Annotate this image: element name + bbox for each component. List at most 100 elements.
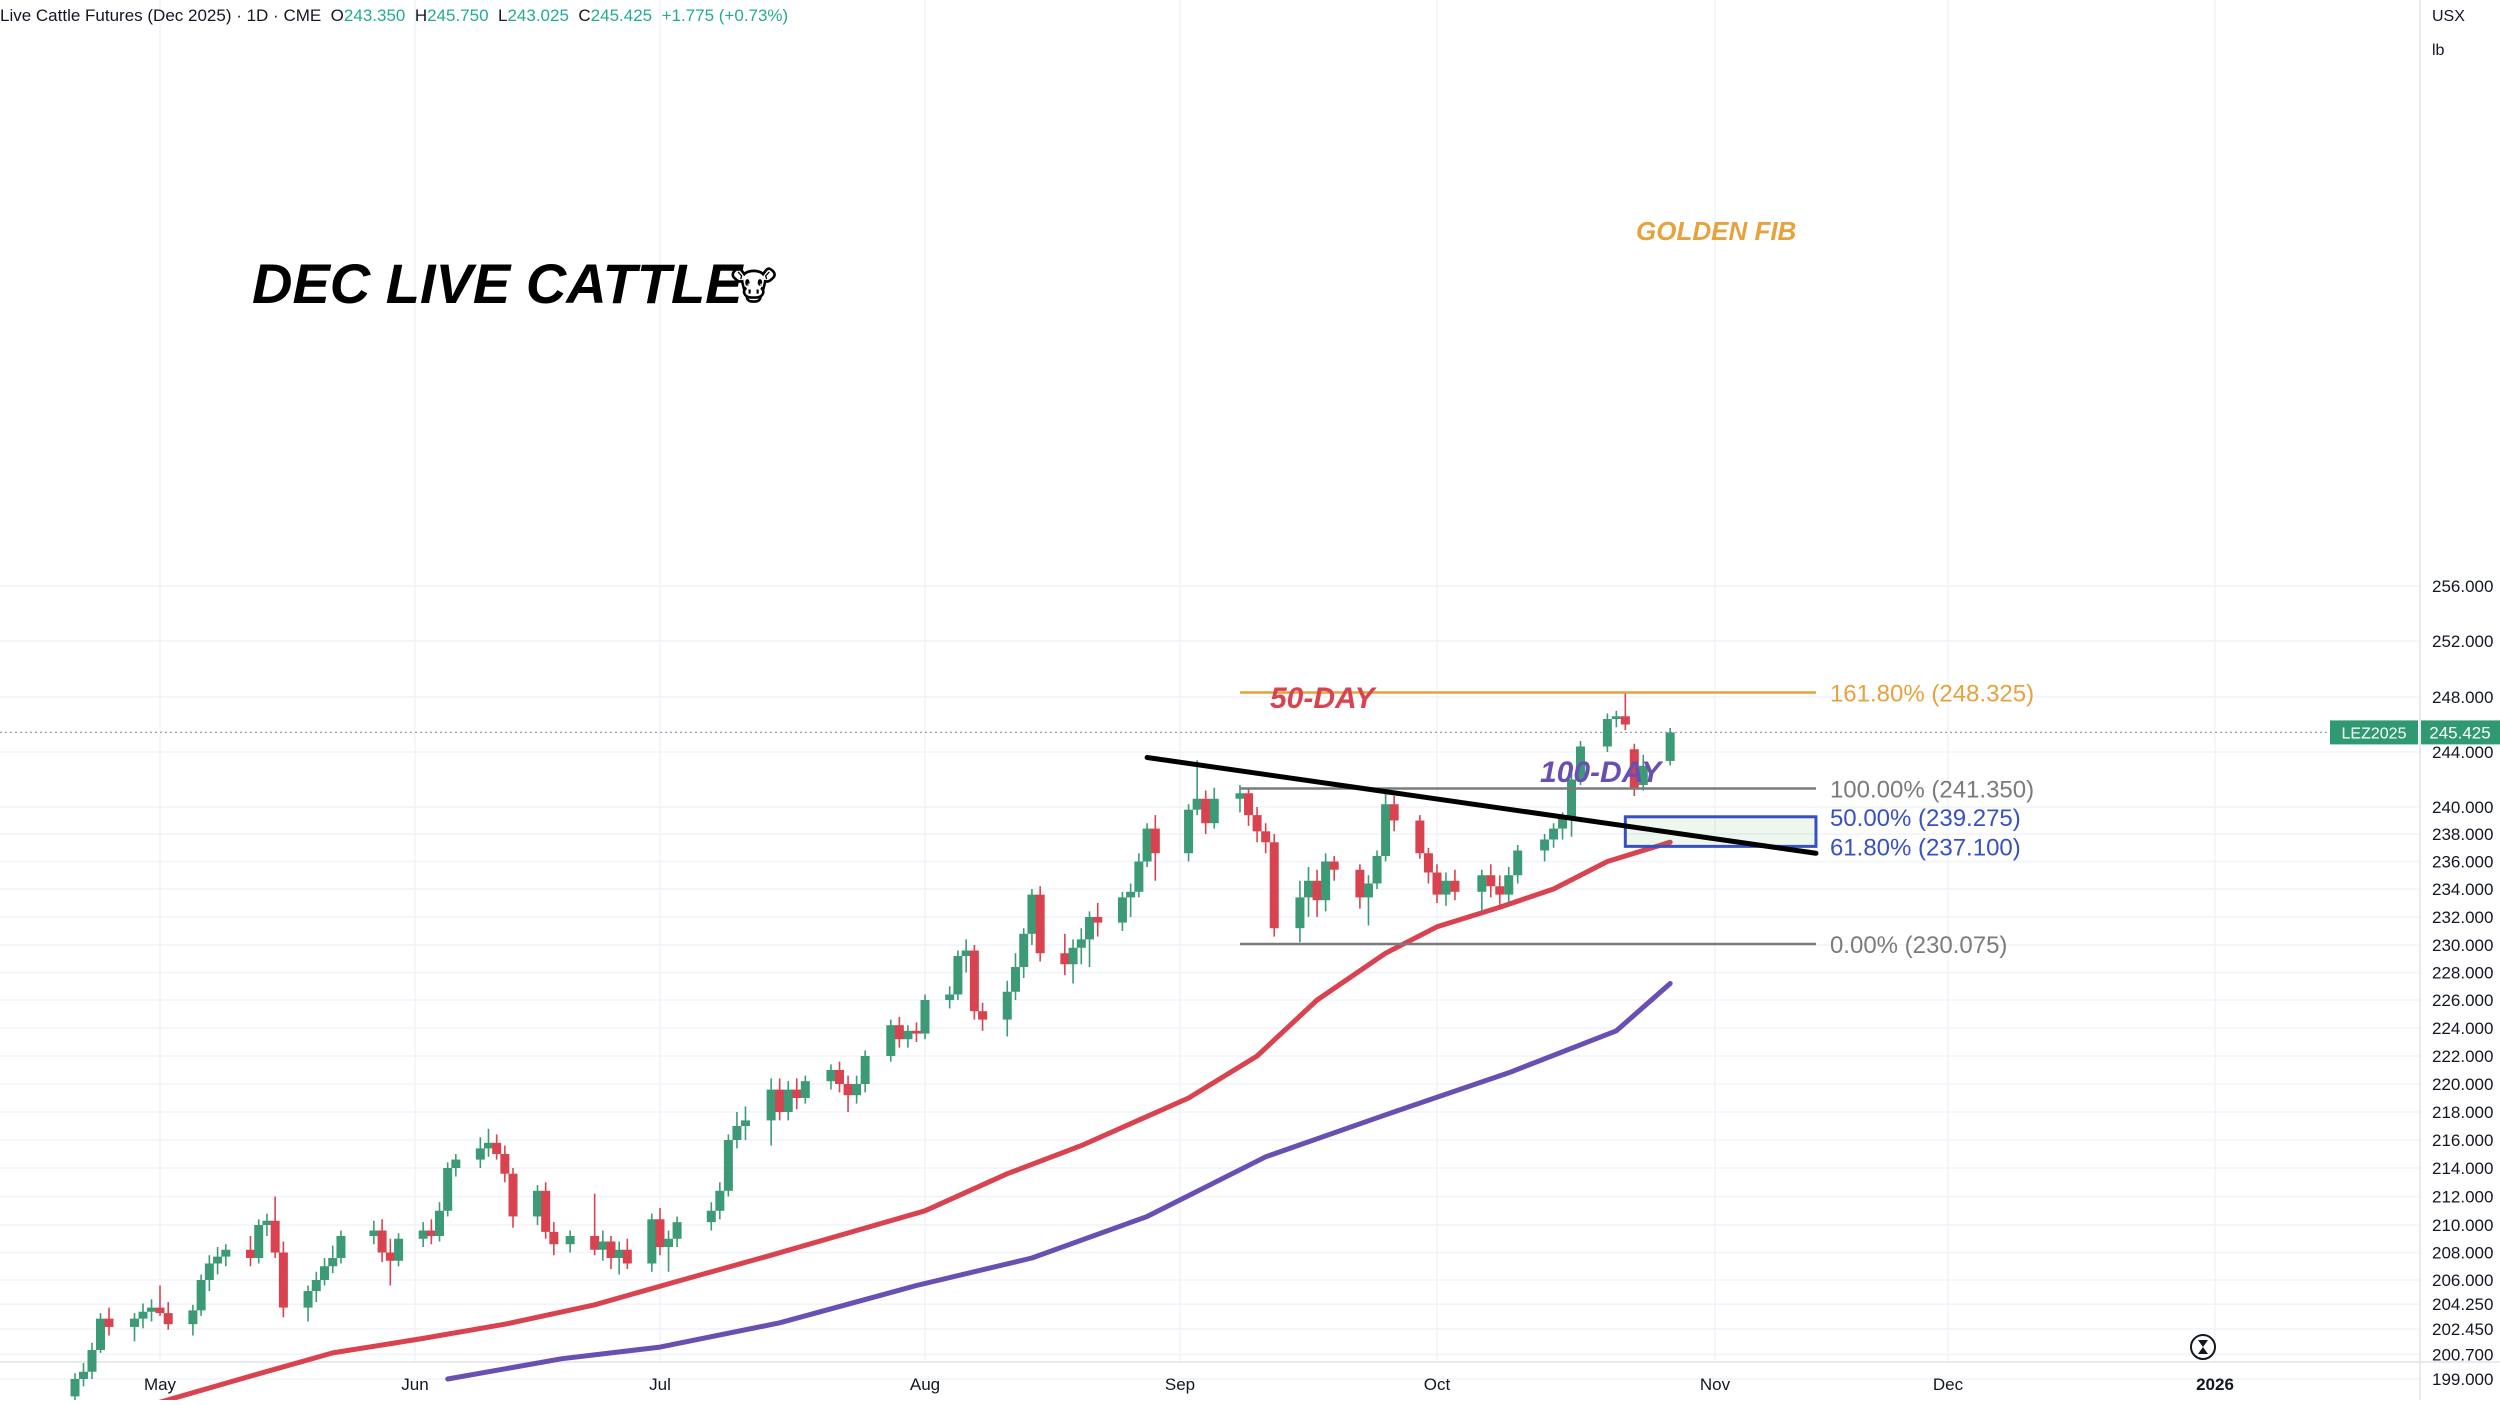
candle[interactable] xyxy=(328,1245,338,1274)
candle[interactable] xyxy=(1068,939,1078,984)
candle[interactable] xyxy=(672,1216,682,1247)
candle[interactable] xyxy=(533,1185,542,1225)
candle[interactable] xyxy=(655,1207,665,1256)
candle[interactable] xyxy=(826,1064,836,1090)
unit-label[interactable]: lb xyxy=(2432,42,2445,59)
candle[interactable] xyxy=(783,1081,793,1121)
candle[interactable] xyxy=(500,1145,510,1183)
candle[interactable] xyxy=(920,994,930,1040)
candle[interactable] xyxy=(978,1002,988,1031)
candle[interactable] xyxy=(1150,815,1160,881)
candle[interactable] xyxy=(188,1304,198,1336)
candle[interactable] xyxy=(1381,787,1391,862)
candle[interactable] xyxy=(835,1061,845,1093)
candle[interactable] xyxy=(221,1244,231,1267)
last-price-tag[interactable] xyxy=(2421,720,2500,745)
candle[interactable] xyxy=(1209,787,1219,829)
candle[interactable] xyxy=(262,1213,272,1236)
candle[interactable] xyxy=(1244,787,1254,826)
candle[interactable] xyxy=(1486,864,1496,898)
symbol-tag[interactable] xyxy=(2330,720,2418,745)
candle[interactable] xyxy=(1567,774,1577,837)
candle[interactable] xyxy=(961,939,971,973)
clock-icon[interactable] xyxy=(2190,1334,2216,1360)
candle[interactable] xyxy=(1432,864,1442,903)
candle[interactable] xyxy=(945,986,955,1009)
candle[interactable] xyxy=(1495,875,1505,909)
candle[interactable] xyxy=(1142,823,1152,867)
candle[interactable] xyxy=(706,1202,716,1231)
candle[interactable] xyxy=(196,1274,206,1316)
candle[interactable] xyxy=(270,1196,280,1259)
candle[interactable] xyxy=(1085,911,1095,967)
candle[interactable] xyxy=(766,1078,776,1146)
candle[interactable] xyxy=(911,1022,921,1042)
candle[interactable] xyxy=(1638,754,1648,791)
candle[interactable] xyxy=(723,1134,733,1197)
candle[interactable] xyxy=(155,1285,165,1316)
candle[interactable] xyxy=(377,1219,387,1263)
candle[interactable] xyxy=(104,1307,114,1336)
candle[interactable] xyxy=(953,950,963,1001)
candle[interactable] xyxy=(1192,760,1202,816)
candle[interactable] xyxy=(435,1202,444,1242)
candle[interactable] xyxy=(369,1220,379,1245)
candle[interactable] xyxy=(1060,933,1070,976)
candle[interactable] xyxy=(492,1134,502,1160)
candle[interactable] xyxy=(590,1193,600,1256)
candle[interactable] xyxy=(443,1162,453,1217)
candle[interactable] xyxy=(1252,807,1262,843)
currency-label[interactable]: USX xyxy=(2432,8,2465,25)
candle[interactable] xyxy=(1602,713,1612,753)
candle[interactable] xyxy=(664,1230,674,1272)
candle[interactable] xyxy=(732,1112,742,1149)
candle[interactable] xyxy=(1540,834,1550,862)
candle[interactable] xyxy=(1363,875,1373,926)
candle[interactable] xyxy=(1513,845,1523,884)
candle[interactable] xyxy=(213,1247,223,1275)
candle[interactable] xyxy=(598,1230,608,1261)
candle[interactable] xyxy=(894,1016,904,1048)
candle[interactable] xyxy=(303,1285,313,1322)
candle[interactable] xyxy=(969,945,979,1020)
symbol-title[interactable]: Live Cattle Futures (Dec 2025) · 1D · CM… xyxy=(0,6,322,25)
candle[interactable] xyxy=(1304,867,1313,917)
candle[interactable] xyxy=(79,1363,88,1387)
candle[interactable] xyxy=(1201,790,1211,835)
candle[interactable] xyxy=(792,1078,802,1110)
candle[interactable] xyxy=(1027,889,1037,945)
candle[interactable] xyxy=(336,1230,346,1264)
candle[interactable] xyxy=(1415,815,1425,859)
candle[interactable] xyxy=(1019,928,1029,978)
time-axis[interactable]: May Jun Jul Aug Sep Oct Nov Dec 2026 xyxy=(0,1334,2500,1394)
candle[interactable] xyxy=(1477,869,1487,912)
candle[interactable] xyxy=(311,1271,321,1303)
candle[interactable] xyxy=(385,1238,395,1286)
candle[interactable] xyxy=(622,1238,632,1269)
candle[interactable] xyxy=(549,1222,559,1256)
candle[interactable] xyxy=(138,1303,148,1329)
candle[interactable] xyxy=(130,1313,139,1342)
candle[interactable] xyxy=(278,1241,288,1318)
candle[interactable] xyxy=(852,1075,862,1104)
candle[interactable] xyxy=(800,1075,810,1104)
candle[interactable] xyxy=(1450,869,1460,901)
resistance-trendline[interactable] xyxy=(1144,755,1819,856)
candle[interactable] xyxy=(1002,980,1012,1037)
candle[interactable] xyxy=(1076,928,1086,965)
candle[interactable] xyxy=(1184,804,1194,862)
candle[interactable] xyxy=(87,1342,97,1379)
candle[interactable] xyxy=(1575,741,1585,785)
candle[interactable] xyxy=(1295,880,1305,943)
candle[interactable] xyxy=(426,1219,436,1245)
candle[interactable] xyxy=(1093,903,1103,937)
candle[interactable] xyxy=(96,1313,105,1353)
trendline-layer[interactable] xyxy=(1144,755,1819,856)
candle[interactable] xyxy=(606,1236,616,1269)
candle[interactable] xyxy=(70,1373,80,1405)
candle[interactable] xyxy=(1372,850,1382,890)
candle[interactable] xyxy=(1261,823,1271,854)
